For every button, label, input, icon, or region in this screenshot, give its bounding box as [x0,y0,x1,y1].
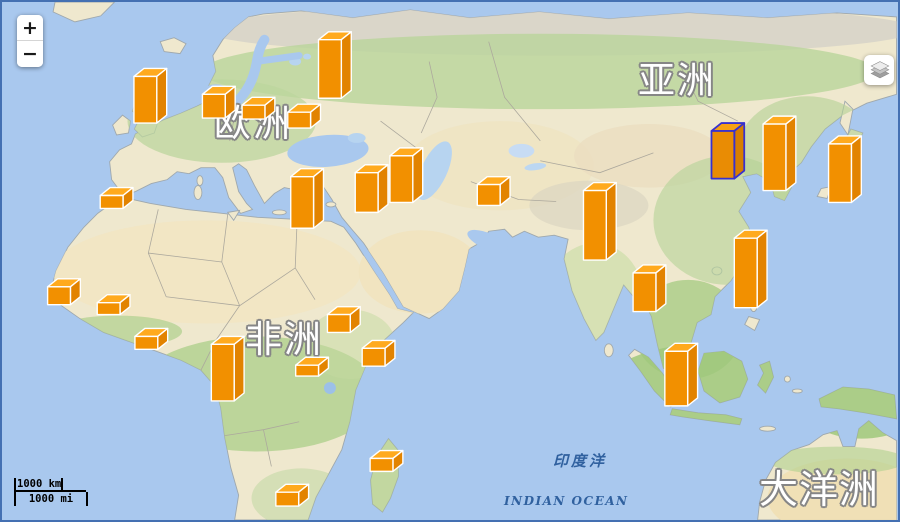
bar-marker-iraq[interactable] [354,164,389,214]
bar-marker-guinea-mali[interactable] [96,294,131,316]
bar-marker-thailand[interactable] [632,264,667,313]
bar-marker-ukraine[interactable] [287,103,322,129]
bar-marker-indonesia[interactable] [664,342,699,407]
inland-seas [204,34,547,394]
zoom-control: + − [17,15,43,67]
scale-km: 1000 km [14,478,63,490]
bar-marker-india[interactable] [582,181,617,261]
bar-marker-central-africa[interactable] [210,335,245,402]
bar-marker-korea[interactable] [762,115,797,192]
scale-mi: 1000 mi [14,492,88,506]
bar-marker-china-southeast[interactable] [733,229,768,309]
bar-marker-china-beijing[interactable] [710,122,746,180]
bar-marker-britain[interactable] [133,67,168,124]
zoom-in-button[interactable]: + [17,15,43,41]
bar-marker-russia-moscow[interactable] [317,31,352,99]
zoom-out-button[interactable]: − [17,41,43,67]
scale-bar-line [14,490,86,492]
scale-line: 1000 km 1000 mi [14,478,88,506]
bar-marker-somalia[interactable] [361,339,396,367]
bar-marker-germany[interactable] [201,85,236,119]
layers-icon [870,61,889,79]
bar-marker-poland[interactable] [241,96,276,120]
layers-control-button[interactable] [864,55,894,85]
bar-marker-senegal[interactable] [46,278,82,306]
bar-marker-ethiopia[interactable] [326,305,361,334]
bar-marker-kenya[interactable] [294,356,330,377]
bar-marker-morocco[interactable] [99,186,134,210]
bar-marker-south-africa[interactable] [275,483,310,507]
bar-marker-madagascar[interactable] [369,449,404,473]
bar-marker-ghana[interactable] [134,327,169,351]
bar-marker-japan[interactable] [827,135,863,204]
bar-marker-turkey-levant[interactable] [290,168,325,229]
bar-marker-iran[interactable] [389,147,424,204]
bar-marker-afghanistan[interactable] [476,175,511,207]
